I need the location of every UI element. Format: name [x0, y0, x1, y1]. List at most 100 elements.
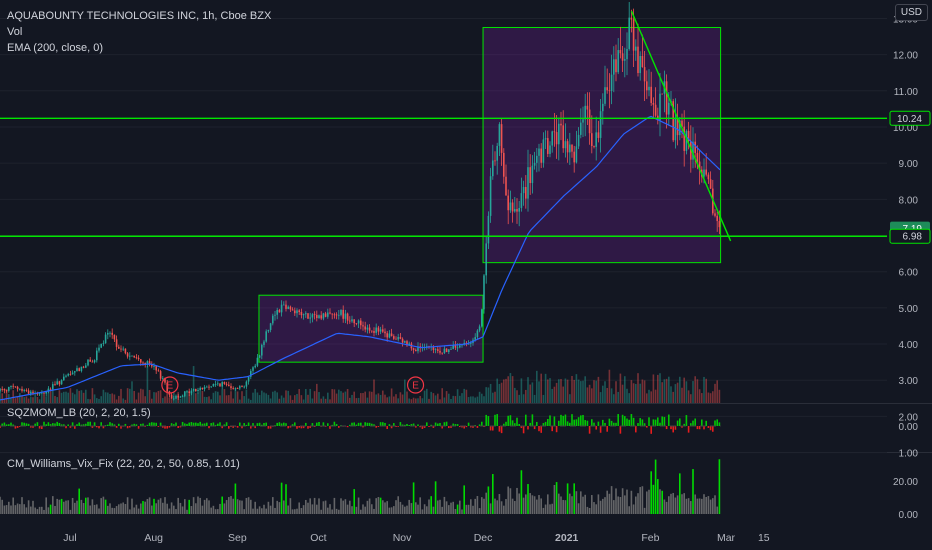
vix-bar: [641, 486, 644, 514]
price-label-box: [889, 110, 931, 126]
vix-bar: [36, 509, 39, 514]
volume-bar: [91, 388, 94, 403]
candle-body: [520, 193, 523, 208]
sqzmom-bar: [483, 426, 485, 428]
vix-bar: [621, 488, 624, 514]
vix-bar: [232, 498, 234, 514]
williams-vix-pane-label[interactable]: CM_Williams_Vix_Fix (22, 20, 2, 50, 0.85…: [7, 458, 240, 470]
vix-bar: [643, 507, 646, 514]
sqzmom-bar: [514, 423, 516, 426]
vix-bar: [401, 504, 404, 514]
sqzmom-bar: [54, 423, 56, 426]
candle-body: [309, 317, 311, 319]
candle-body: [542, 139, 545, 163]
volume-bar: [586, 387, 589, 403]
vix-bar: [179, 502, 182, 514]
volume-bar: [465, 389, 468, 403]
candle-body: [454, 345, 457, 348]
candle-body: [283, 304, 285, 306]
volume-bar: [364, 391, 366, 403]
vix-bar: [96, 504, 98, 514]
vix-bar: [562, 499, 564, 514]
candle-body: [659, 93, 661, 121]
candle-body: [494, 160, 496, 162]
volume-bar: [448, 393, 450, 403]
chart-grid: [0, 17, 932, 454]
volume-bar: [335, 393, 338, 403]
volume-bar: [437, 393, 439, 403]
volume-bar: [208, 396, 210, 403]
sqzmom-bar: [437, 423, 439, 426]
vix-bar: [525, 494, 527, 514]
volume-bar: [3, 399, 6, 403]
volume-bar: [549, 378, 551, 403]
vix-bar: [448, 505, 450, 514]
candle-body: [674, 118, 677, 141]
vix-bar: [509, 488, 512, 514]
volume-bar: [1, 393, 3, 403]
sqzmom-bar: [256, 423, 259, 426]
vix-bar: [584, 494, 586, 514]
vix-bar: [694, 494, 696, 514]
volume-bar: [19, 393, 21, 403]
vix-bar: [672, 492, 674, 514]
sqzmom-bar: [1, 423, 3, 426]
candle-body: [63, 376, 65, 381]
vix-bar: [74, 502, 76, 514]
candle-body: [230, 386, 232, 389]
sqzmom-bar: [485, 414, 487, 426]
vix-bar: [597, 494, 600, 514]
vix-bar: [492, 474, 494, 514]
price-axis-tick: 3.00: [899, 376, 919, 387]
sqzmom-bar: [56, 421, 58, 426]
vix-bar: [663, 499, 666, 514]
vix-bar: [318, 498, 320, 514]
sqzmom-bar: [643, 423, 646, 426]
candle-body: [404, 341, 406, 343]
candle-body: [511, 202, 514, 212]
candle-body: [100, 343, 102, 348]
candle-body: [322, 313, 325, 319]
volume-bar: [544, 373, 547, 403]
volume-bar: [280, 395, 283, 403]
currency-badge[interactable]: USD: [894, 4, 928, 21]
vix-bar: [10, 505, 12, 514]
vix-bar: [698, 498, 701, 514]
sqzmom-bar: [577, 417, 580, 426]
sqzmom-bar: [582, 414, 584, 426]
volume-bar: [674, 384, 677, 403]
candle-body: [146, 361, 149, 366]
volume-bar: [390, 388, 393, 403]
candle-body: [234, 388, 237, 389]
vix-bar: [467, 504, 470, 514]
candle-body: [531, 165, 534, 184]
volume-bar: [58, 390, 61, 403]
candle-body: [346, 313, 349, 321]
vix-bar: [639, 487, 641, 514]
sqzmom-bar: [690, 423, 692, 426]
vix-bar: [397, 496, 399, 514]
candle-body: [714, 213, 716, 216]
candle-body: [21, 388, 23, 391]
vix-bar: [498, 494, 501, 514]
volume-bar: [366, 397, 369, 403]
sqzmom-pane-label[interactable]: SQZMOM_LB (20, 2, 20, 1.5): [7, 407, 151, 419]
sqzmom-bar: [626, 418, 628, 426]
sqzmom-bar: [617, 414, 619, 426]
sqzmom-bar: [8, 424, 10, 426]
sqzmom-bar: [258, 422, 261, 426]
volume-bar: [681, 387, 683, 403]
volume-bar: [564, 378, 567, 403]
candle-body: [307, 313, 309, 319]
volume-bar: [551, 388, 553, 403]
candle-body: [296, 310, 298, 314]
vix-bar: [346, 504, 349, 514]
sqzmom-bar: [654, 419, 657, 426]
sqzmom-bar: [661, 416, 663, 426]
volume-bar: [375, 394, 377, 403]
vix-bar: [247, 497, 250, 514]
candle-body: [452, 345, 454, 349]
vix-bar: [21, 497, 23, 514]
vix-bar: [652, 484, 655, 514]
